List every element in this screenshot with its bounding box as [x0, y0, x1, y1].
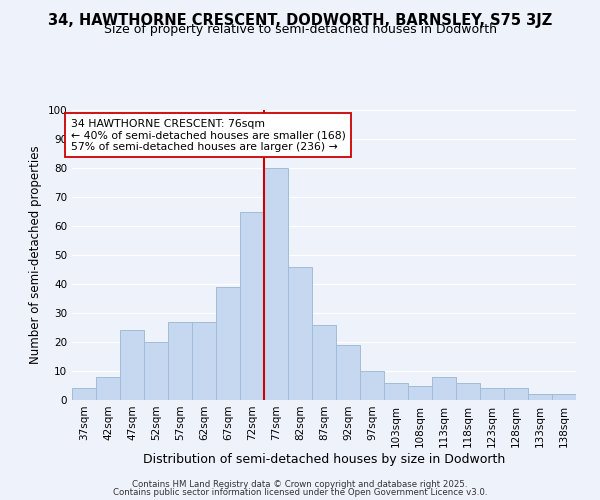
Bar [288, 266, 312, 400]
Bar [552, 394, 576, 400]
Bar [408, 386, 432, 400]
Bar [120, 330, 144, 400]
Text: 34, HAWTHORNE CRESCENT, DODWORTH, BARNSLEY, S75 3JZ: 34, HAWTHORNE CRESCENT, DODWORTH, BARNSL… [48, 12, 552, 28]
Bar [144, 342, 168, 400]
Text: Contains public sector information licensed under the Open Government Licence v3: Contains public sector information licen… [113, 488, 487, 497]
Bar [360, 371, 384, 400]
Text: Size of property relative to semi-detached houses in Dodworth: Size of property relative to semi-detach… [104, 24, 497, 36]
Bar [216, 287, 240, 400]
Bar [480, 388, 504, 400]
Bar [432, 377, 456, 400]
Text: Contains HM Land Registry data © Crown copyright and database right 2025.: Contains HM Land Registry data © Crown c… [132, 480, 468, 489]
Bar [192, 322, 216, 400]
Bar [384, 382, 408, 400]
Bar [504, 388, 528, 400]
Bar [312, 324, 336, 400]
Bar [96, 377, 120, 400]
X-axis label: Distribution of semi-detached houses by size in Dodworth: Distribution of semi-detached houses by … [143, 452, 505, 466]
Bar [336, 345, 360, 400]
Bar [168, 322, 192, 400]
Bar [72, 388, 96, 400]
Bar [456, 382, 480, 400]
Bar [264, 168, 288, 400]
Y-axis label: Number of semi-detached properties: Number of semi-detached properties [29, 146, 42, 364]
Bar [528, 394, 552, 400]
Bar [240, 212, 264, 400]
Text: 34 HAWTHORNE CRESCENT: 76sqm
← 40% of semi-detached houses are smaller (168)
57%: 34 HAWTHORNE CRESCENT: 76sqm ← 40% of se… [71, 118, 346, 152]
